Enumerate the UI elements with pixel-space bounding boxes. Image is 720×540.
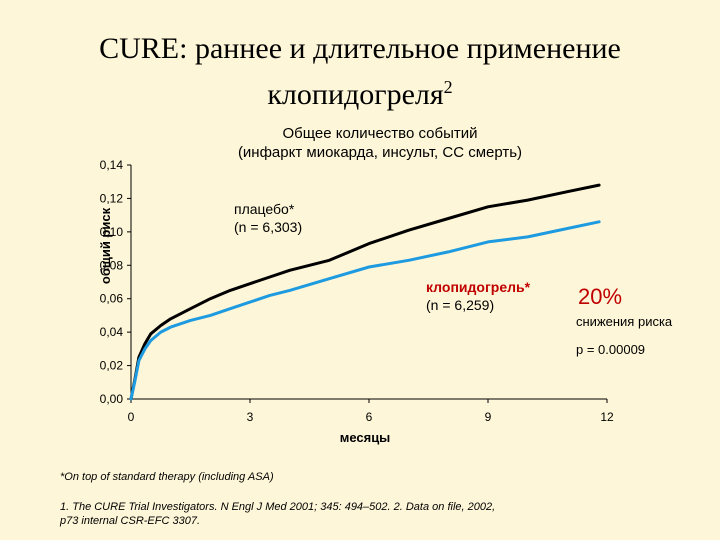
placebo-series-name: плацебо*: [234, 201, 295, 217]
x-ticks: 0 3 6 9 12: [128, 399, 614, 424]
y-tick-label: 0,00: [100, 392, 124, 406]
x-tick-label: 9: [485, 410, 492, 424]
risk-reduction-value: 20%: [578, 284, 623, 309]
y-tick-label: 0,08: [100, 258, 124, 272]
y-tick-label: 0,06: [100, 292, 124, 306]
footnote-reference-cont: p73 internal CSR-EFC 3307.: [60, 515, 201, 527]
placebo-label: плацебо* (n = 6,303): [234, 200, 302, 236]
risk-reduction-label: снижения риска: [576, 314, 673, 329]
slide-title: CURE: раннее и длительное применение кло…: [0, 30, 720, 114]
slide-title-superscript: 2: [443, 77, 453, 97]
x-axis-label: месяцы: [339, 430, 391, 445]
y-tick-label: 0,12: [100, 191, 124, 205]
chart-title-line1: Общее количество событий: [282, 125, 478, 142]
y-tick-label: 0,04: [100, 325, 124, 339]
series-lines: [129, 183, 601, 401]
clopidogrel-n-label: (n = 6,259): [426, 297, 495, 313]
y-axis-label: общий риск: [98, 207, 113, 285]
chart-title: Общее количество событий (инфаркт миокар…: [140, 124, 620, 162]
placebo-series-line: [129, 183, 601, 401]
chart-title-line2: (инфаркт миокарда, инсульт, СС смерть): [237, 144, 523, 161]
x-tick-label: 0: [128, 410, 135, 424]
clopidogrel-series-name: клопидогрель*: [426, 279, 531, 295]
slide-title-line1: CURE: раннее и длительное применение: [99, 32, 621, 65]
placebo-n-label: (n = 6,303): [234, 219, 303, 235]
x-tick-label: 12: [600, 410, 614, 424]
slide-title-line2: клопидогреля2: [0, 68, 720, 114]
x-tick-label: 3: [247, 410, 254, 424]
y-tick-label: 0,14: [100, 158, 124, 172]
x-tick-label: 6: [366, 410, 373, 424]
slide-title-word: клопидогреля: [267, 78, 444, 111]
y-ticks: 0,00 0,02 0,04 0,06 0,08 0,10 0,12 0,14: [100, 158, 131, 406]
y-tick-label: 0,10: [100, 225, 124, 239]
clopidogrel-series-line: [129, 220, 601, 401]
footnote-reference: 1. The CURE Trial Investigators. N Engl …: [60, 501, 496, 513]
clopidogrel-label: клопидогрель* (n = 6,259): [426, 278, 530, 314]
p-value: p = 0.00009: [576, 342, 646, 357]
y-tick-label: 0,02: [100, 359, 124, 373]
footnote-standard-therapy: *On top of standard therapy (including A…: [60, 471, 274, 483]
